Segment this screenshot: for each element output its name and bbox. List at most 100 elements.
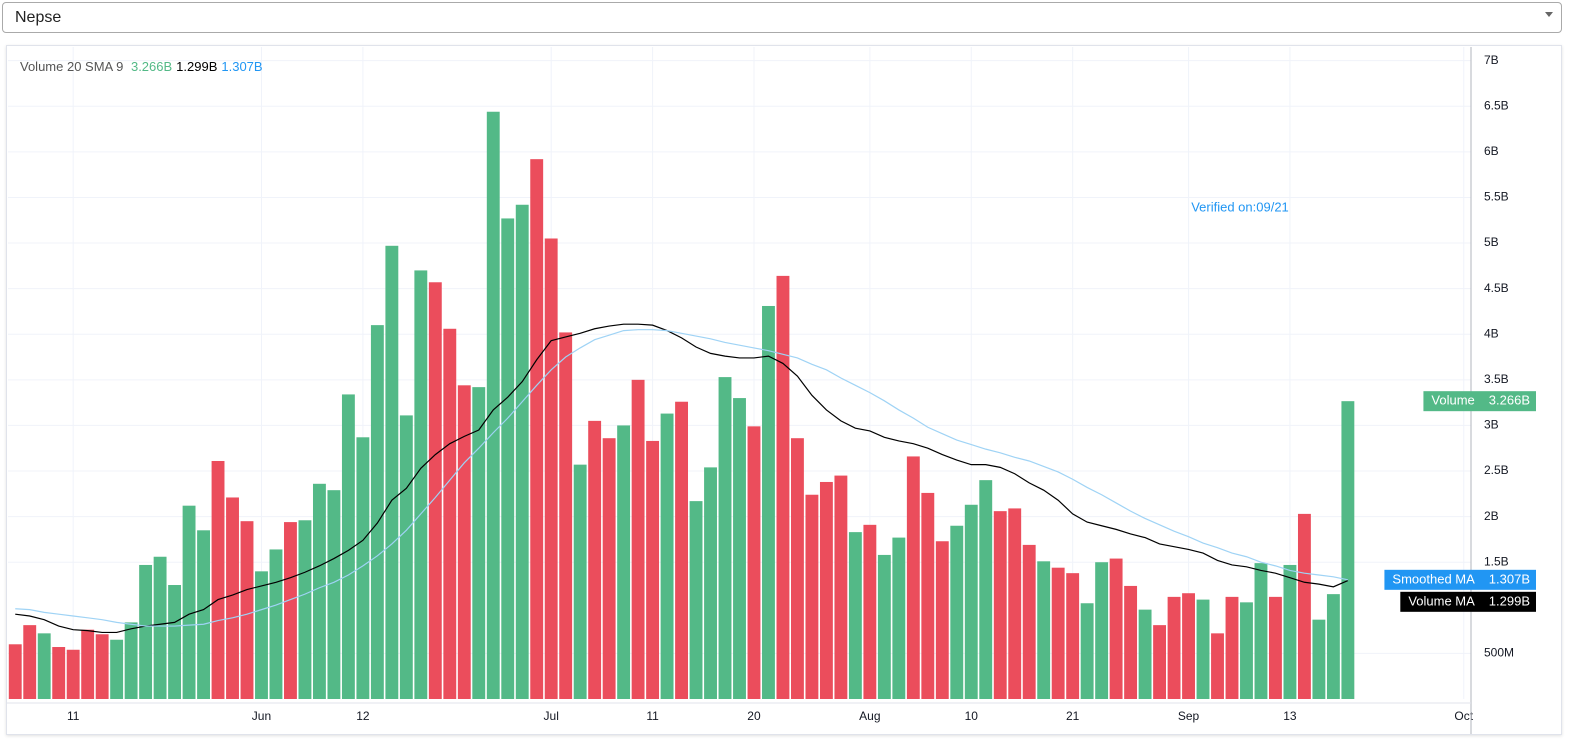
x-tick-label: Jul <box>544 709 559 723</box>
tag-name: Smoothed MA <box>1392 571 1475 586</box>
x-tick-label: Jun <box>252 709 271 723</box>
volume-bar <box>356 437 370 699</box>
volume-bar <box>704 467 717 699</box>
tag-value: 1.299B <box>1489 593 1530 608</box>
volume-bar <box>834 475 848 699</box>
volume-bar <box>52 647 66 699</box>
x-tick-label: 11 <box>646 709 659 723</box>
volume-bar <box>327 490 341 699</box>
volume-bar <box>892 537 906 699</box>
volume-bar <box>153 556 167 699</box>
volume-bar <box>124 622 138 699</box>
volume-bar <box>1153 625 1167 699</box>
volume-bar <box>182 505 196 699</box>
volume-bar <box>848 532 862 699</box>
chart-frame <box>6 45 1562 735</box>
volume-bar <box>979 480 993 699</box>
y-tick-label: 500M <box>1484 646 1514 660</box>
x-tick-label: Sep <box>1178 709 1200 723</box>
volume-bar <box>341 394 355 699</box>
volume-bar <box>544 238 558 699</box>
y-tick-label: 6B <box>1484 144 1499 158</box>
volume-bar <box>559 332 573 699</box>
volume-bar <box>1022 544 1036 699</box>
volume-bar <box>37 633 51 699</box>
legend-value: 3.266B <box>130 59 173 74</box>
x-tick-label: 10 <box>965 709 979 723</box>
volume-bar <box>1225 596 1239 699</box>
volume-bar <box>1008 508 1022 699</box>
volume-bar <box>1283 564 1297 699</box>
volume-bar <box>370 325 384 699</box>
volume-bar <box>877 554 891 699</box>
tag-background <box>1423 391 1536 412</box>
dropdown-arrow <box>1545 12 1553 17</box>
volume-bar <box>631 379 645 699</box>
volume-bar <box>1312 619 1326 699</box>
volume-bar <box>602 438 616 699</box>
last-value-tag: 1.307B Smoothed MA <box>1384 569 1536 590</box>
volume-bar <box>1051 567 1065 699</box>
volume-bar <box>733 398 746 699</box>
volume-bar <box>530 159 544 699</box>
y-tick-label: 1.5B <box>1484 554 1509 568</box>
volume-bar <box>312 483 326 699</box>
volume-bar <box>414 270 428 699</box>
volume-bar <box>269 549 283 699</box>
volume-bar <box>255 571 268 699</box>
legend-value: 1.307B <box>221 59 263 74</box>
last-value-tag: 3.266B Volume <box>1423 391 1536 412</box>
volume-bar <box>168 585 182 699</box>
x-tick-label: Aug <box>859 709 880 723</box>
volume-bar <box>573 464 587 699</box>
volume-bar <box>950 525 964 699</box>
y-tick-label: 7B <box>1484 53 1499 67</box>
volume-bar <box>762 305 775 699</box>
volume-bar <box>95 634 109 699</box>
volume-bar <box>226 497 239 699</box>
symbol-dropdown[interactable]: Nepse <box>2 2 1562 33</box>
annotation: Verified on:09/21 <box>1191 199 1289 214</box>
volume-bar <box>790 438 804 699</box>
volume-bar <box>298 520 312 699</box>
legend-title: Volume 20 SMA 9 <box>20 59 124 74</box>
tag-background <box>1400 591 1536 612</box>
volume-bar <box>428 282 442 699</box>
volume-bar <box>501 218 515 699</box>
x-tick-label: Oct <box>1454 709 1473 723</box>
volume-bar <box>8 644 22 699</box>
dropdown-value: Nepse <box>15 9 62 26</box>
volume-bar <box>486 111 500 699</box>
x-tick-label: 21 <box>1066 709 1080 723</box>
volume-bar <box>1269 596 1282 699</box>
volume-bar <box>1037 561 1051 699</box>
volume-bar <box>776 275 790 699</box>
x-tick-label: 20 <box>747 709 761 723</box>
volume-bar <box>805 494 819 699</box>
y-tick-label: 5B <box>1484 235 1499 249</box>
volume-bar <box>718 377 732 699</box>
volume-bar <box>110 639 124 699</box>
volume-bar <box>1109 558 1123 699</box>
y-tick-label: 3.5B <box>1484 372 1509 386</box>
volume-bar <box>211 460 225 699</box>
volume-bar <box>921 492 935 699</box>
y-tick-label: 2.5B <box>1484 463 1509 477</box>
tag-name: Volume <box>1431 393 1474 408</box>
volume-bar <box>660 413 674 699</box>
volume-bar <box>66 649 80 699</box>
y-tick-label: 4.5B <box>1484 281 1509 295</box>
volume-bar <box>993 511 1007 699</box>
legend-value: 1.299B <box>176 59 218 74</box>
y-tick-label: 5.5B <box>1484 190 1509 204</box>
tag-value: 3.266B <box>1489 393 1530 408</box>
tag-value: 1.307B <box>1489 571 1530 586</box>
x-tick-label: 11 <box>67 709 80 723</box>
x-tick-label: 13 <box>1283 709 1297 723</box>
volume-bar <box>23 625 37 699</box>
y-tick-label: 4B <box>1484 326 1499 340</box>
volume-bar <box>1326 594 1340 699</box>
volume-bar <box>197 530 210 699</box>
